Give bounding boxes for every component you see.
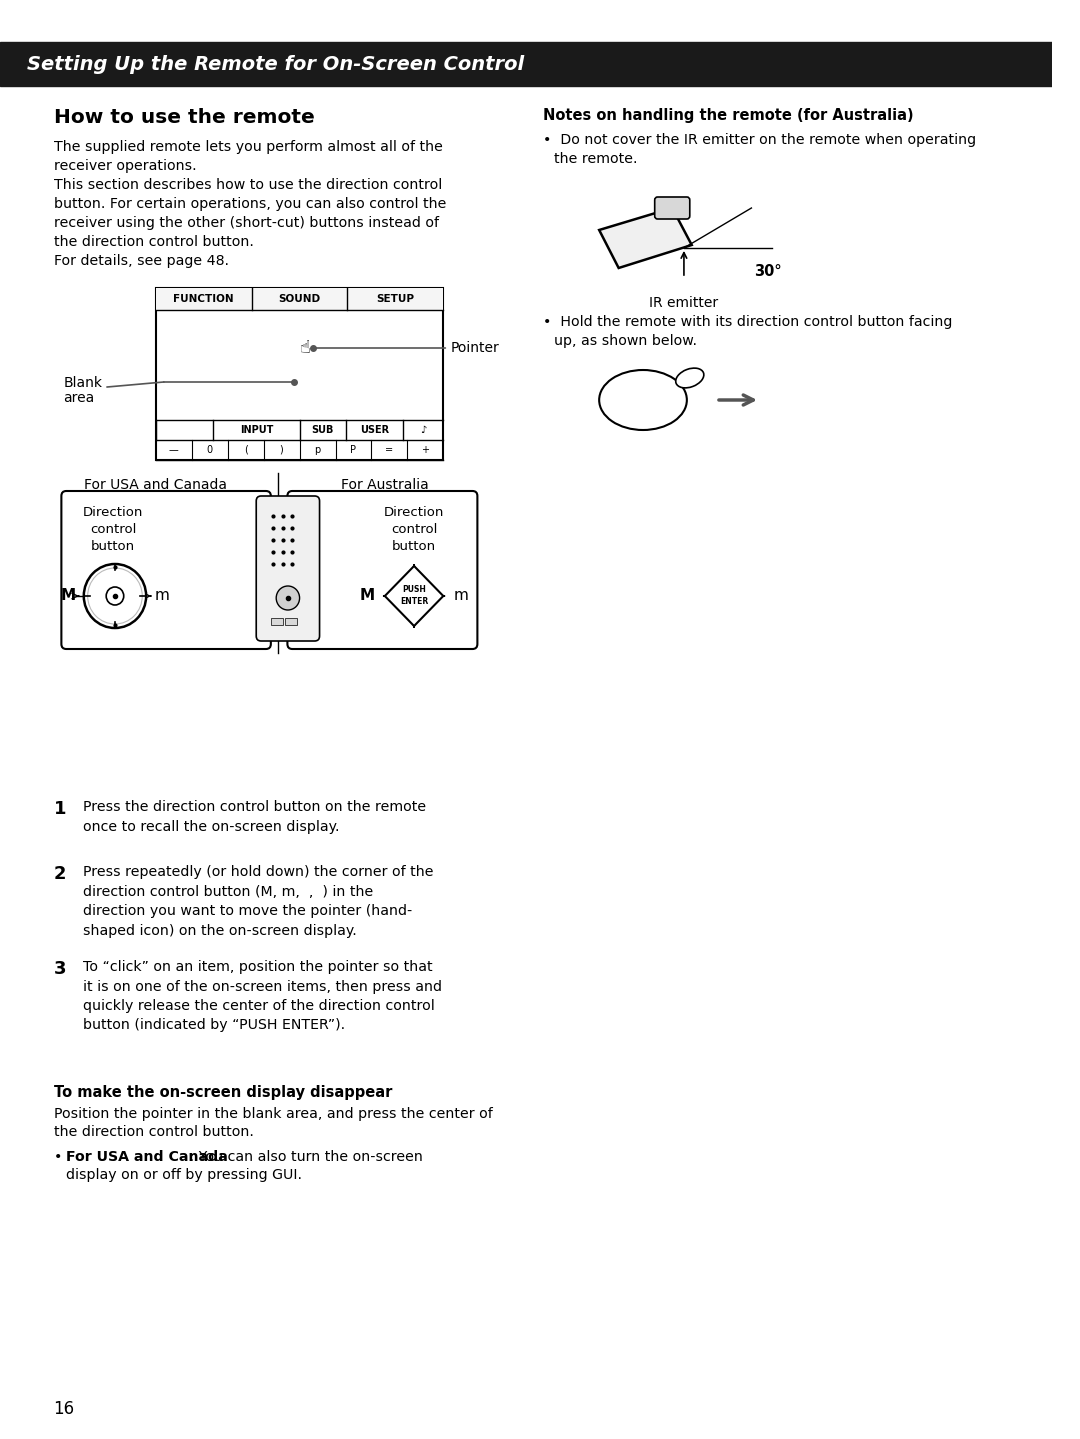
Bar	[285, 617, 297, 625]
Text: the direction control button.: the direction control button.	[54, 235, 254, 249]
Text: receiver using the other (short-cut) buttons instead of: receiver using the other (short-cut) but…	[54, 216, 438, 230]
Polygon shape	[599, 209, 691, 268]
Text: For details, see page 48.: For details, see page 48.	[54, 255, 229, 268]
Text: How to use the remote: How to use the remote	[54, 108, 314, 127]
Text: IR emitter: IR emitter	[649, 296, 718, 309]
Text: —: —	[168, 445, 178, 455]
FancyBboxPatch shape	[287, 491, 477, 649]
Text: =: =	[386, 445, 393, 455]
Text: display on or off by pressing GUI.: display on or off by pressing GUI.	[66, 1168, 302, 1181]
Text: Pointer: Pointer	[451, 341, 500, 355]
Text: SUB: SUB	[311, 425, 334, 435]
Text: ): )	[280, 445, 283, 455]
Circle shape	[276, 586, 299, 610]
Text: Position the pointer in the blank area, and press the center of: Position the pointer in the blank area, …	[54, 1107, 492, 1121]
Text: INPUT: INPUT	[240, 425, 273, 435]
Text: •  Hold the remote with its direction control button facing: • Hold the remote with its direction con…	[542, 315, 953, 330]
Text: Press the direction control button on the remote
once to recall the on-screen di: Press the direction control button on th…	[83, 800, 426, 833]
Text: 1: 1	[54, 800, 66, 817]
FancyBboxPatch shape	[62, 491, 271, 649]
Text: FUNCTION: FUNCTION	[174, 294, 234, 304]
Text: •: •	[54, 1150, 62, 1164]
Text: For Australia: For Australia	[341, 478, 429, 492]
Text: ♪: ♪	[420, 425, 427, 435]
Text: Direction
control
button: Direction control button	[83, 507, 144, 553]
Bar	[156, 288, 443, 460]
Text: p: p	[314, 445, 321, 455]
Text: ☝: ☝	[300, 340, 311, 357]
Text: PUSH: PUSH	[402, 586, 426, 594]
Text: Setting Up the Remote for On-Screen Control: Setting Up the Remote for On-Screen Cont…	[27, 55, 525, 73]
Polygon shape	[384, 566, 443, 626]
Text: Press repeatedly (or hold down) the corner of the
direction control button (M, m: Press repeatedly (or hold down) the corn…	[83, 865, 433, 937]
Text: 3: 3	[54, 960, 66, 979]
Text: m: m	[454, 589, 469, 603]
FancyBboxPatch shape	[256, 496, 320, 640]
Text: SETUP: SETUP	[377, 294, 415, 304]
Bar	[156, 288, 443, 309]
Text: 16: 16	[54, 1400, 75, 1417]
Text: +: +	[421, 445, 430, 455]
Text: Notes on handling the remote (for Australia): Notes on handling the remote (for Austra…	[542, 108, 914, 122]
Text: USER: USER	[360, 425, 389, 435]
Text: M: M	[360, 589, 375, 603]
Text: This section describes how to use the direction control: This section describes how to use the di…	[54, 178, 442, 191]
Bar	[271, 617, 283, 625]
Text: the remote.: the remote.	[554, 153, 638, 165]
Text: For USA and Canada: For USA and Canada	[84, 478, 228, 492]
Text: To “click” on an item, position the pointer so that
it is on one of the on-scree: To “click” on an item, position the poin…	[83, 960, 442, 1033]
Text: To make the on-screen display disappear: To make the on-screen display disappear	[54, 1085, 392, 1099]
Text: area: area	[64, 391, 95, 404]
Bar	[0, 42, 1052, 86]
Text: For USA and Canada: For USA and Canada	[66, 1150, 228, 1164]
Text: 2: 2	[54, 865, 66, 884]
Text: up, as shown below.: up, as shown below.	[554, 334, 698, 348]
Ellipse shape	[599, 370, 687, 430]
Text: 0: 0	[206, 445, 213, 455]
Text: (: (	[244, 445, 247, 455]
FancyBboxPatch shape	[654, 197, 690, 219]
Text: ENTER: ENTER	[400, 597, 428, 606]
Text: Blank: Blank	[64, 376, 103, 390]
Text: : You can also turn the on-screen: : You can also turn the on-screen	[186, 1150, 423, 1164]
Text: 30°: 30°	[754, 263, 782, 279]
Circle shape	[84, 564, 146, 627]
Circle shape	[106, 587, 124, 604]
Text: Direction
control
button: Direction control button	[383, 507, 444, 553]
Text: The supplied remote lets you perform almost all of the: The supplied remote lets you perform alm…	[54, 140, 443, 154]
Text: m: m	[154, 589, 170, 603]
Circle shape	[87, 568, 143, 625]
Text: button. For certain operations, you can also control the: button. For certain operations, you can …	[54, 197, 446, 212]
Text: M: M	[60, 589, 76, 603]
Text: P: P	[351, 445, 356, 455]
Text: •  Do not cover the IR emitter on the remote when operating: • Do not cover the IR emitter on the rem…	[542, 132, 976, 147]
Text: receiver operations.: receiver operations.	[54, 158, 197, 173]
Text: the direction control button.: the direction control button.	[54, 1125, 254, 1140]
Ellipse shape	[676, 368, 704, 389]
Text: SOUND: SOUND	[279, 294, 321, 304]
